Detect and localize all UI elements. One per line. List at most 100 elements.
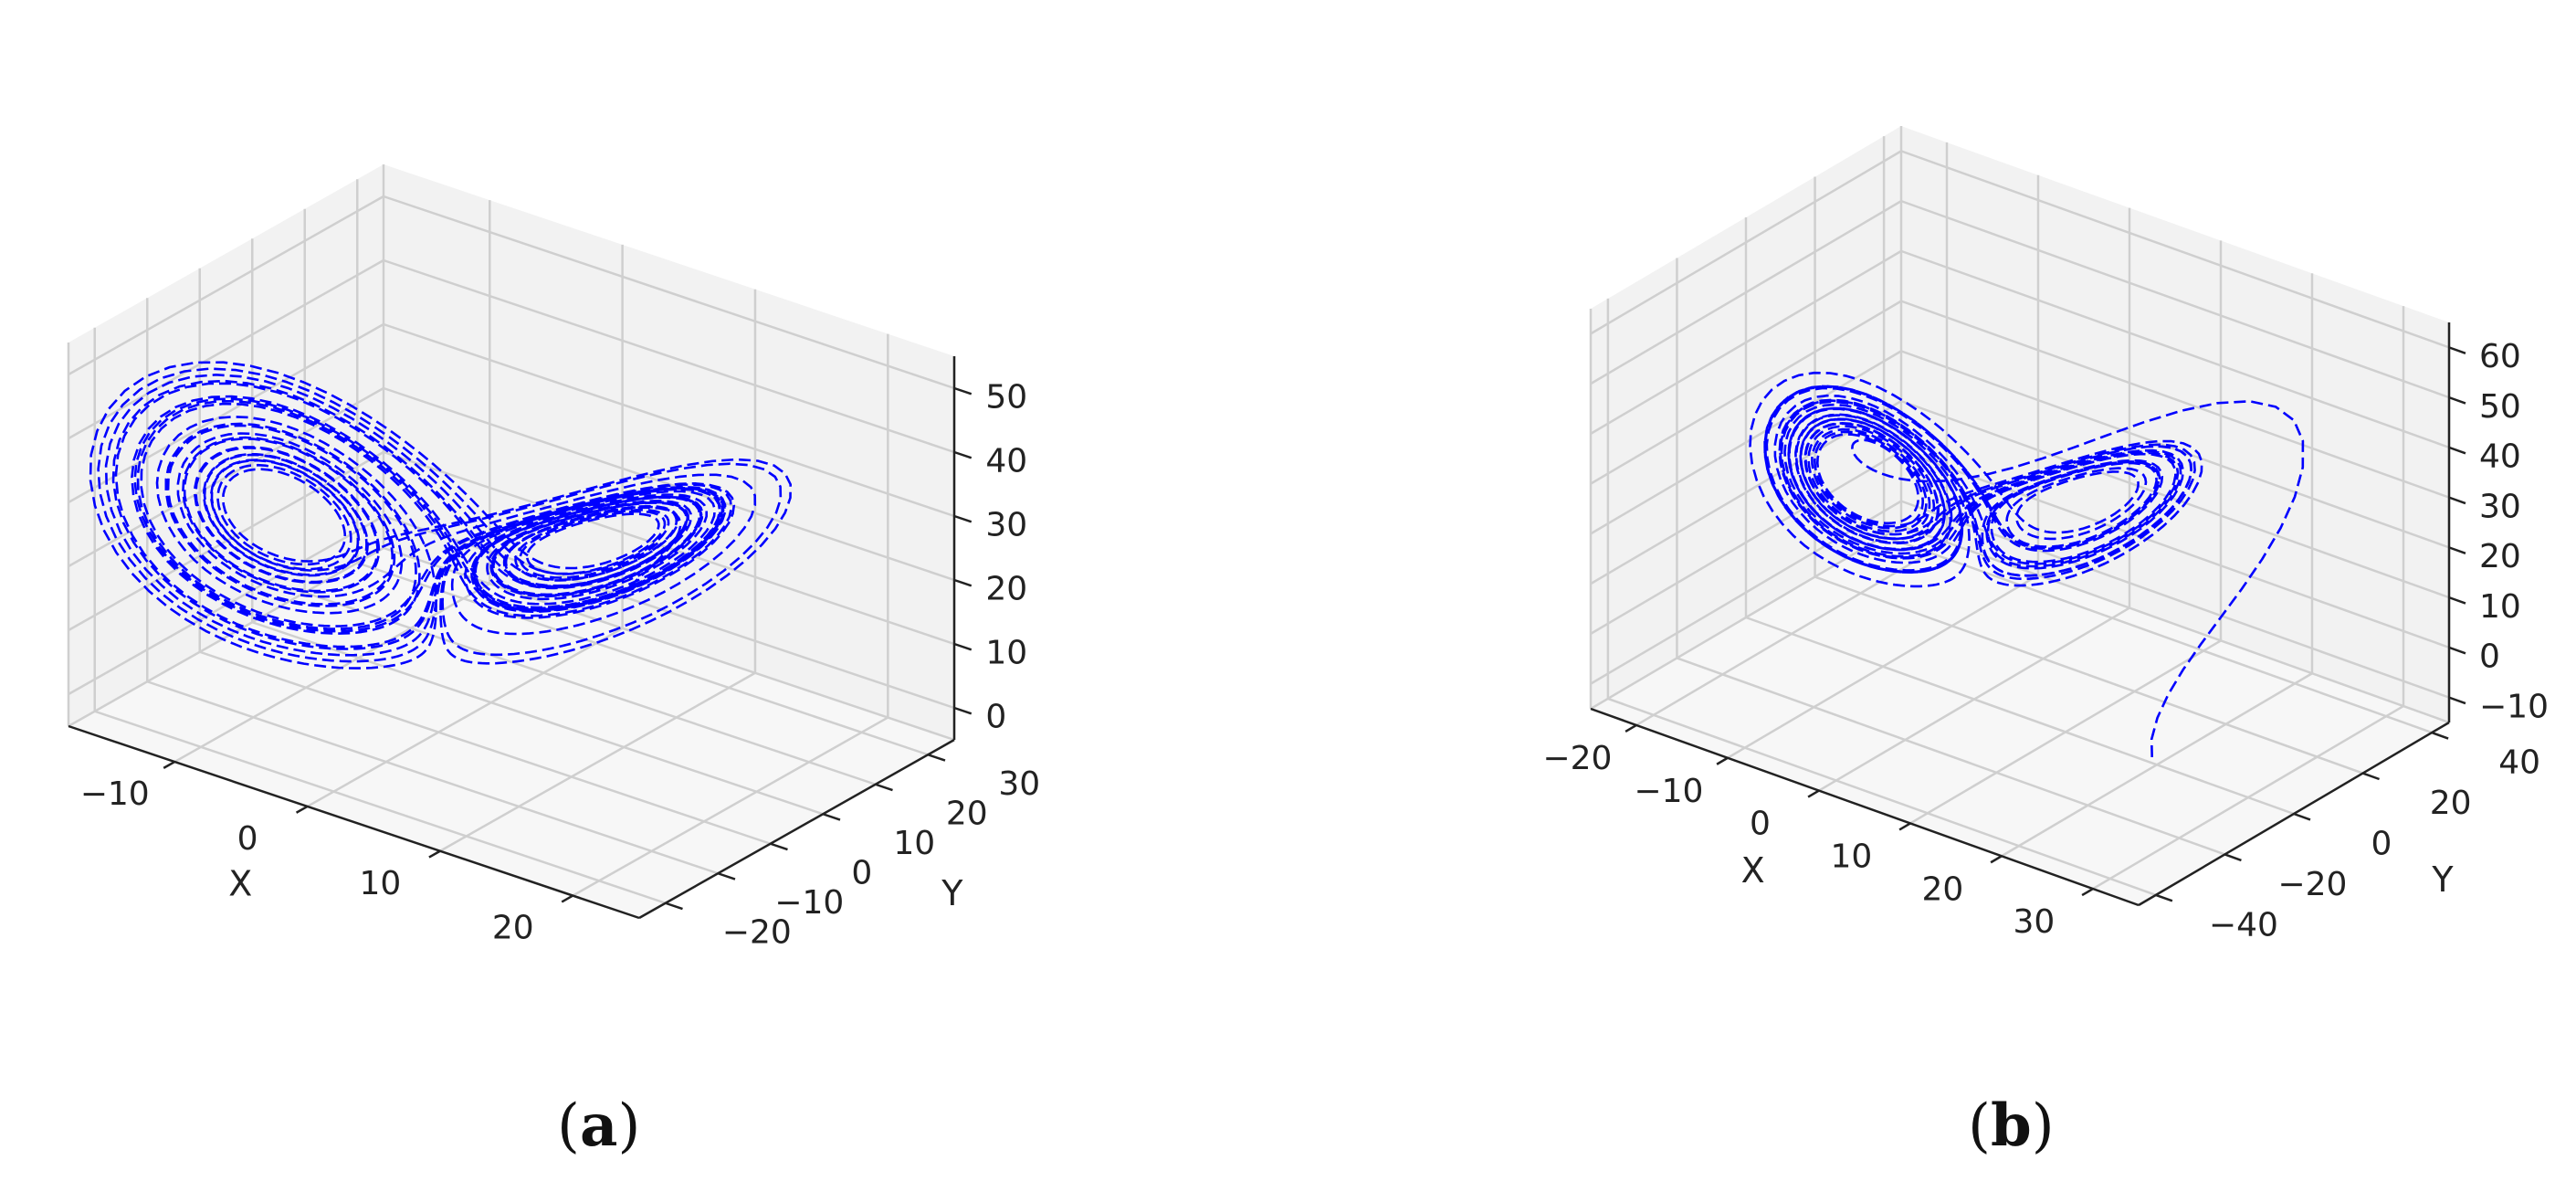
x-tick-label: 20 <box>492 910 534 947</box>
y-tick-label: 30 <box>998 765 1040 803</box>
y-tick-a <box>927 754 946 762</box>
x-tick-label: −10 <box>1634 773 1703 810</box>
z-tick-b <box>2448 395 2466 405</box>
z-tick-b <box>2448 446 2466 455</box>
z-tick-a <box>953 514 973 523</box>
y-axis-line-a <box>638 738 955 920</box>
trajectory-line-a <box>89 361 792 670</box>
grid-z-back-a <box>383 195 955 390</box>
caption-b: (b) <box>1968 1091 2055 1160</box>
grid-z-left-b <box>1590 249 1902 435</box>
z-tick-a <box>953 578 973 587</box>
grid-z-left-b <box>1590 300 1902 485</box>
x-axis-label: X <box>228 864 252 904</box>
z-tick-label: 40 <box>985 443 1027 480</box>
z-tick-label: 60 <box>2479 338 2521 375</box>
grid-z-back-b <box>1900 199 2450 399</box>
pane-edge-b <box>1900 524 2450 724</box>
z-tick-label: 0 <box>2479 638 2500 676</box>
x-tick-b <box>1990 855 2003 864</box>
z-tick-a <box>953 386 973 395</box>
y-tick-label: 20 <box>946 795 988 832</box>
x-tick-label: −10 <box>80 775 150 813</box>
z-tick-a <box>953 706 973 715</box>
grid-x-floor-a <box>572 716 888 897</box>
grid-z-left-b <box>1590 200 1902 385</box>
y-tick-label: 0 <box>851 854 872 891</box>
pane-edge-a <box>68 546 384 728</box>
x-axis-line-b <box>1590 707 2140 907</box>
grid-z-left-b <box>1590 350 1902 535</box>
grid-z-left-a <box>68 450 384 632</box>
z-tick-label: 10 <box>985 635 1027 672</box>
grid-z-back-b <box>1900 350 2450 549</box>
grid-y-floor-a <box>356 562 929 756</box>
z-tick-b <box>2448 596 2466 605</box>
grid-z-left-b <box>1590 449 1902 635</box>
grid-z-left-a <box>68 258 384 440</box>
x-tick-a <box>295 805 309 814</box>
grid-z-left-b <box>1590 150 1902 335</box>
grid-y-floor-a <box>94 710 667 904</box>
z-tick-a <box>953 642 973 651</box>
y-tick-b <box>2224 853 2242 862</box>
z-tick-label: 40 <box>2479 438 2521 476</box>
x-tick-label: 0 <box>1750 806 1771 843</box>
y-tick-b <box>2293 812 2311 821</box>
y-axis-label: Y <box>941 873 963 913</box>
grid-y-floor-b <box>1814 575 2363 775</box>
y-tick-a <box>770 842 788 851</box>
grid-z-left-a <box>68 195 384 376</box>
y-tick-a <box>717 872 736 880</box>
y-tick-label: −10 <box>774 884 844 922</box>
y-tick-b <box>2362 772 2380 781</box>
x-tick-b <box>1624 723 1637 733</box>
x-tick-b <box>1807 789 1820 798</box>
grid-x-floor-a <box>439 671 756 852</box>
x-tick-b <box>1716 756 1729 765</box>
grid-y-floor-a <box>146 680 719 875</box>
x-axis-label: X <box>1741 850 1765 891</box>
grid-z-back-a <box>383 258 955 454</box>
grid-x-floor-a <box>307 627 624 807</box>
x-tick-b <box>2081 888 2094 897</box>
x-tick-label: 30 <box>2013 903 2055 941</box>
y-tick-label: 10 <box>893 825 935 862</box>
grid-y-floor-a <box>304 591 877 786</box>
z-tick-b <box>2448 346 2466 355</box>
z-tick-label: 30 <box>985 507 1027 544</box>
x-tick-a <box>561 894 573 903</box>
grid-y-floor-b <box>1677 657 2225 856</box>
x-tick-label: 10 <box>359 865 401 902</box>
y-tick-label: 0 <box>2371 825 2392 862</box>
pane-edge-b <box>1590 524 1902 711</box>
x-tick-a <box>163 760 175 769</box>
y-tick-label: 20 <box>2430 785 2472 822</box>
grid-z-back-b <box>1900 150 2450 349</box>
z-tick-b <box>2448 496 2466 505</box>
pane-edge-a <box>383 546 955 742</box>
grid-z-back-b <box>1900 249 2450 449</box>
y-tick-label: 40 <box>2498 744 2540 782</box>
grid-y-floor-b <box>1883 534 2433 734</box>
y-tick-b <box>2431 731 2449 740</box>
grid-z-left-a <box>68 322 384 504</box>
z-tick-label: 20 <box>985 571 1027 608</box>
x-tick-label: 0 <box>237 820 258 858</box>
y-tick-a <box>875 783 893 792</box>
z-tick-label: 50 <box>985 379 1027 417</box>
grid-z-back-b <box>1900 399 2450 599</box>
y-axis-label: Y <box>2431 859 2454 900</box>
grid-z-back-b <box>1900 449 2450 649</box>
x-tick-label: −20 <box>1542 740 1612 777</box>
x-tick-label: 20 <box>1921 870 1963 908</box>
x-axis-line-a <box>68 724 640 920</box>
grid-x-floor-a <box>173 582 490 764</box>
y-tick-label: −40 <box>2209 906 2278 944</box>
trajectory-line-b <box>1749 371 2305 758</box>
z-tick-label: 0 <box>985 699 1006 736</box>
y-tick-b <box>2155 893 2173 902</box>
